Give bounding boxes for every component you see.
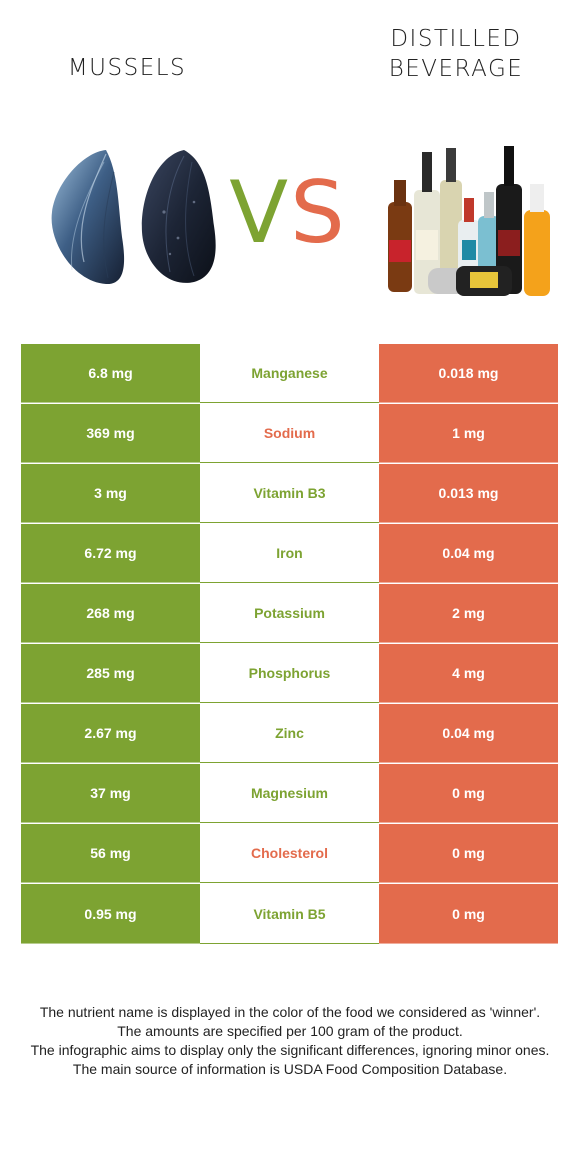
right-amount: 0.018 mg (379, 344, 558, 403)
nutrient-row: 56 mg Cholesterol 0 mg (21, 824, 558, 884)
nutrient-row: 2.67 mg Zinc 0.04 mg (21, 704, 558, 764)
nutrient-name: Vitamin B5 (200, 884, 379, 944)
vs-letter-v: V (229, 163, 291, 263)
right-amount: 2 mg (379, 584, 558, 643)
right-food-name-line2: BEVERAGE (388, 56, 524, 82)
nutrient-row: 3 mg Vitamin B3 0.013 mg (21, 464, 558, 524)
nutrient-name: Phosphorus (200, 644, 379, 703)
nutrient-name: Cholesterol (200, 824, 379, 883)
right-amount: 0 mg (379, 764, 558, 823)
vs-letter-s: S (290, 163, 347, 263)
footer-note-purpose: The infographic aims to display only the… (30, 1042, 550, 1058)
left-amount: 2.67 mg (21, 704, 200, 763)
nutrient-name: Potassium (200, 584, 379, 643)
mussels-image (51, 150, 216, 285)
nutrient-name: Magnesium (200, 764, 379, 823)
right-amount: 4 mg (379, 644, 558, 703)
vs-label: VS (218, 166, 358, 261)
left-amount: 268 mg (21, 584, 200, 643)
right-amount: 0 mg (379, 824, 558, 883)
right-amount: 0.013 mg (379, 464, 558, 523)
left-amount: 37 mg (21, 764, 200, 823)
left-food-name: MUSSELS (67, 55, 187, 81)
left-amount: 56 mg (21, 824, 200, 883)
footer-note-source: The main source of information is USDA F… (72, 1061, 508, 1077)
nutrient-row: 369 mg Sodium 1 mg (21, 404, 558, 464)
left-amount: 6.8 mg (21, 344, 200, 403)
right-amount: 1 mg (379, 404, 558, 463)
left-amount: 3 mg (21, 464, 200, 523)
nutrient-name: Manganese (200, 344, 379, 403)
left-amount: 369 mg (21, 404, 200, 463)
distilled-beverage-image (388, 146, 550, 296)
right-amount: 0.04 mg (379, 524, 558, 583)
nutrient-name: Zinc (200, 704, 379, 763)
nutrient-name: Iron (200, 524, 379, 583)
right-amount: 0 mg (379, 884, 558, 944)
nutrient-row: 37 mg Magnesium 0 mg (21, 764, 558, 824)
left-amount: 285 mg (21, 644, 200, 703)
footer-notes: The nutrient name is displayed in the co… (20, 1003, 560, 1079)
nutrient-name: Vitamin B3 (200, 464, 379, 523)
left-food-title: MUSSELS (20, 53, 234, 83)
nutrient-row: 285 mg Phosphorus 4 mg (21, 644, 558, 704)
nutrient-row: 0.95 mg Vitamin B5 0 mg (21, 884, 558, 944)
footer-note-winner: The nutrient name is displayed in the co… (39, 1004, 541, 1020)
right-food-name-line1: DISTILLED (390, 26, 522, 52)
left-amount: 0.95 mg (21, 884, 200, 944)
left-amount: 6.72 mg (21, 524, 200, 583)
right-food-title: DISTILLED BEVERAGE (356, 24, 556, 84)
nutrient-row: 268 mg Potassium 2 mg (21, 584, 558, 644)
right-amount: 0.04 mg (379, 704, 558, 763)
nutrient-row: 6.72 mg Iron 0.04 mg (21, 524, 558, 584)
nutrient-comparison-table: 6.8 mg Manganese 0.018 mg 369 mg Sodium 1 mg 3… (21, 344, 558, 944)
nutrient-name: Sodium (200, 404, 379, 463)
nutrient-row: 6.8 mg Manganese 0.018 mg (21, 344, 558, 404)
footer-note-amounts: The amounts are specified per 100 gram o… (117, 1023, 463, 1039)
